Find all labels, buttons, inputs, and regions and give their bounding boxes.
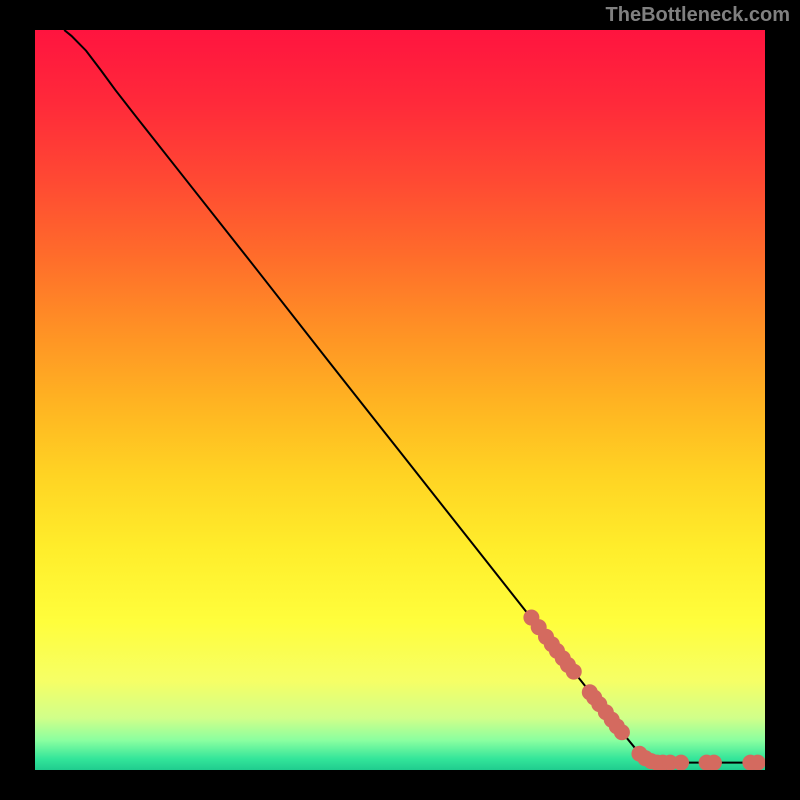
bottleneck-chart: TheBottleneck.com — [0, 0, 800, 800]
data-point — [673, 755, 689, 770]
attribution-text: TheBottleneck.com — [606, 4, 790, 27]
plot-area — [35, 30, 765, 770]
data-point — [614, 724, 630, 740]
data-point — [566, 664, 582, 680]
data-point — [706, 755, 722, 770]
scatter-points — [35, 30, 765, 770]
